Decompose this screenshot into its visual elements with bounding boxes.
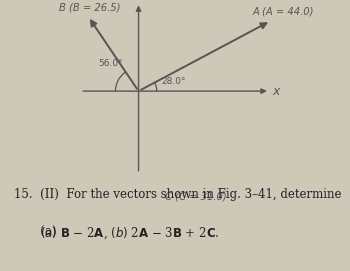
Text: 15.  (II)  For the vectors shown in Fig. 3–41, determine: 15. (II) For the vectors shown in Fig. 3… <box>14 188 342 201</box>
Text: (a): (a) <box>14 225 60 238</box>
Text: 28.0°: 28.0° <box>162 78 186 86</box>
Text: C (C = 31.0): C (C = 31.0) <box>165 192 227 202</box>
Text: 56.0°: 56.0° <box>98 59 123 67</box>
Text: B (B = 26.5): B (B = 26.5) <box>58 3 120 13</box>
Text: A (A = 44.0): A (A = 44.0) <box>252 6 314 16</box>
Text: x: x <box>272 85 280 98</box>
Text: $(a)$ $\mathbf{B}$ $-$ 2$\mathbf{A}$, $(b)$ 2$\mathbf{A}$ $-$ 3$\mathbf{B}$ + 2$: $(a)$ $\mathbf{B}$ $-$ 2$\mathbf{A}$, $(… <box>14 225 219 241</box>
